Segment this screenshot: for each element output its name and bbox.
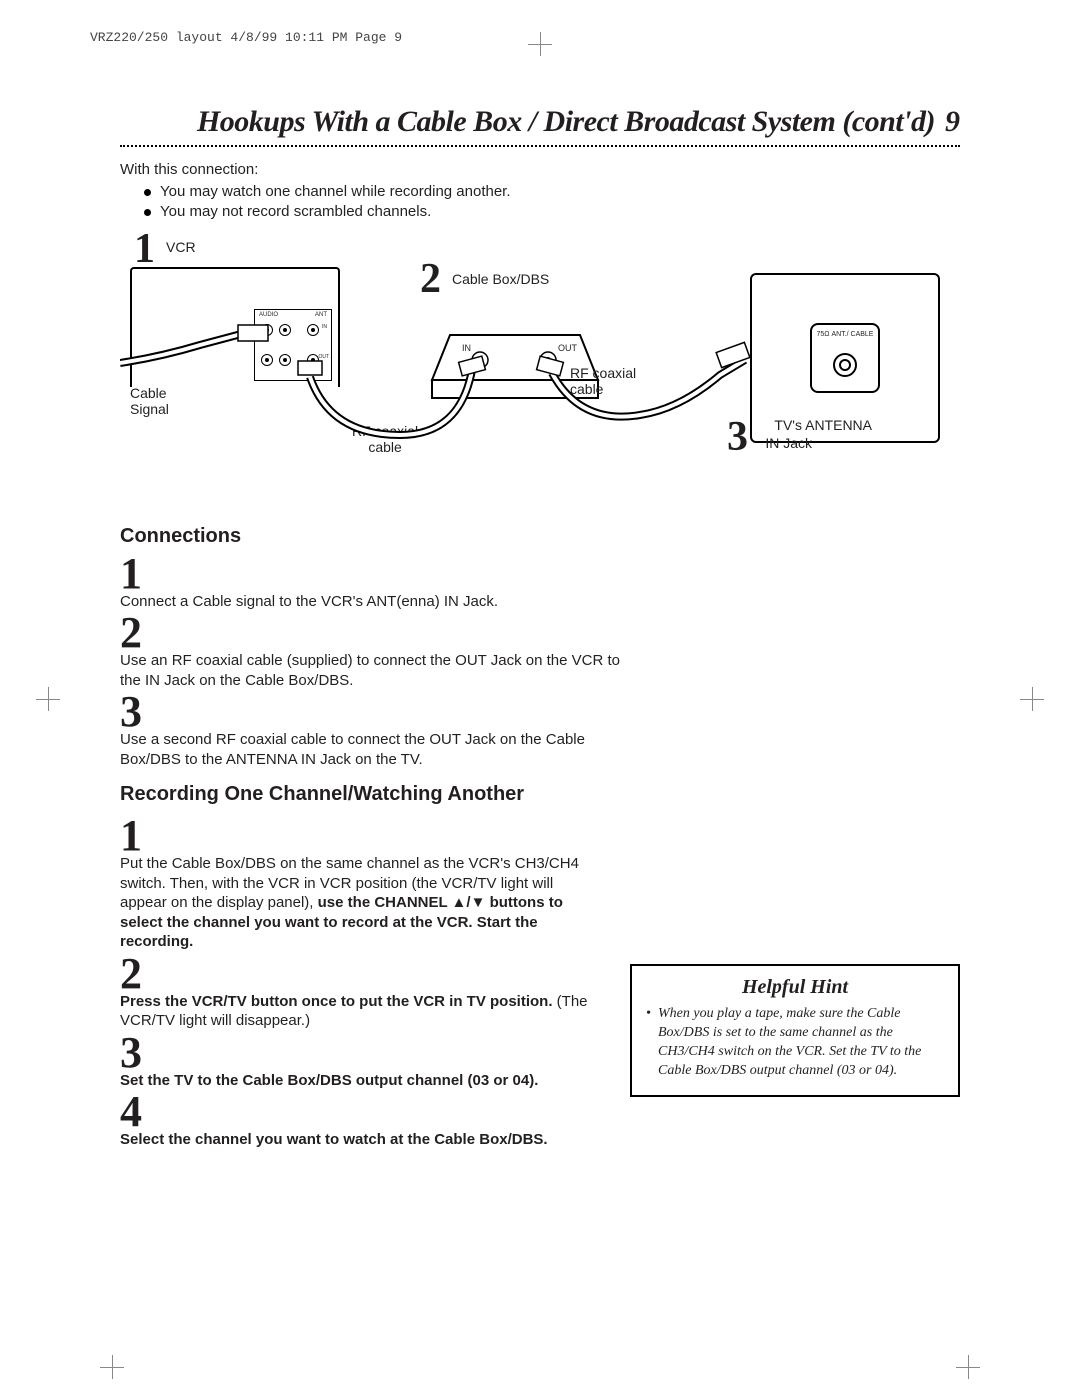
diagram-num-2: 2 <box>420 255 441 303</box>
rec-step-1: 1 Put the Cable Box/DBS on the same chan… <box>120 814 590 952</box>
diagram-num-1: 1 <box>134 225 155 273</box>
crop-mark-top <box>528 32 552 56</box>
hint-bullet: When you play a tape, make sure the Cabl… <box>646 1005 944 1081</box>
jack-icon <box>307 324 319 336</box>
intro-bullets: You may watch one channel while recordin… <box>144 182 960 223</box>
step-number: 3 <box>120 1031 590 1075</box>
conn-step-2: 2 Use an RF coaxial cable (supplied) to … <box>120 611 640 690</box>
diagram-label-tv-b: IN Jack <box>765 435 812 451</box>
out-label-panel: OUT <box>318 354 329 360</box>
diagram-label-cablebox: Cable Box/DBS <box>452 271 549 287</box>
hint-body: When you play a tape, make sure the Cabl… <box>646 1005 944 1081</box>
bullet-1: You may watch one channel while recordin… <box>144 182 960 202</box>
vcr-box: AUDIO ANT IN OUT <box>130 267 340 387</box>
step-text: Use a second RF coaxial cable to connect… <box>120 731 585 768</box>
conn-step-3: 3 Use a second RF coaxial cable to conne… <box>120 690 640 769</box>
rec-step-4: 4 Select the channel you want to watch a… <box>120 1090 590 1150</box>
page-title: Hookups With a Cable Box / Direct Broadc… <box>197 105 935 139</box>
rf-label-2: RF coaxial cable <box>570 365 636 397</box>
step-number: 2 <box>120 611 640 655</box>
diagram-label-vcr: VCR <box>166 239 196 255</box>
diagram-label-tv-a: TV's ANTENNA <box>774 417 872 433</box>
rf-label-1: RF coaxial cable <box>352 423 418 455</box>
jack-icon <box>261 324 273 336</box>
recording-steps: 1 Put the Cable Box/DBS on the same chan… <box>120 814 590 1150</box>
page-content: Hookups With a Cable Box / Direct Broadc… <box>80 105 1000 1150</box>
ant-label: ANT <box>315 312 327 318</box>
step-number: 1 <box>120 552 640 596</box>
title-row: Hookups With a Cable Box / Direct Broadc… <box>120 105 960 139</box>
crop-mark-br <box>956 1355 980 1379</box>
jack-icon <box>307 354 319 366</box>
crop-mark-right <box>1020 687 1044 711</box>
step-text: Use an RF coaxial cable (supplied) to co… <box>120 652 620 689</box>
diagram-num-3: 3 <box>727 413 748 461</box>
audio-label: AUDIO <box>259 312 278 318</box>
dotted-rule <box>120 145 960 151</box>
vcr-rear-panel: AUDIO ANT IN OUT <box>254 309 332 381</box>
crop-mark-left <box>36 687 60 711</box>
helpful-hint-box: Helpful Hint When you play a tape, make … <box>630 964 960 1097</box>
step-bold: Set the TV to the Cable Box/DBS output c… <box>120 1072 538 1089</box>
connections-steps: 1 Connect a Cable signal to the VCR's AN… <box>120 552 960 770</box>
step-number: 3 <box>120 690 640 734</box>
page-number: 9 <box>945 105 960 139</box>
connections-heading: Connections <box>120 525 960 548</box>
crop-mark-bl <box>100 1355 124 1379</box>
step-bold: Press the VCR/TV button once to put the … <box>120 993 553 1010</box>
step-bold: Select the channel you want to watch at … <box>120 1131 548 1148</box>
hint-title: Helpful Hint <box>646 976 944 999</box>
in-label-panel: IN <box>322 324 327 330</box>
step-number: 1 <box>120 814 590 858</box>
bullet-2: You may not record scrambled channels. <box>144 202 960 222</box>
step-text: Press the VCR/TV button once to put the … <box>120 993 588 1030</box>
step-number: 4 <box>120 1090 590 1134</box>
jack-icon <box>279 324 291 336</box>
lower-row: 1 Put the Cable Box/DBS on the same chan… <box>120 814 960 1150</box>
rec-step-3: 3 Set the TV to the Cable Box/DBS output… <box>120 1031 590 1091</box>
cable-signal-label: Cable Signal <box>130 385 169 417</box>
rec-step-2: 2 Press the VCR/TV button once to put th… <box>120 952 590 1031</box>
step-number: 2 <box>120 952 590 996</box>
jack-icon <box>261 354 273 366</box>
hookup-diagram: 1 VCR AUDIO ANT IN OUT 2 Cable Box/DBS <box>120 225 960 515</box>
step-text: Connect a Cable signal to the VCR's ANT(… <box>120 593 498 610</box>
recording-heading: Recording One Channel/Watching Another <box>120 783 960 806</box>
cablebox-in: IN <box>462 343 471 353</box>
cablebox-out: OUT <box>558 343 577 353</box>
jack-icon <box>279 354 291 366</box>
tv-plate-label: 75Ω ANT./ CABLE <box>812 331 878 338</box>
tv-jack-plate: 75Ω ANT./ CABLE <box>810 323 880 393</box>
conn-step-1: 1 Connect a Cable signal to the VCR's AN… <box>120 552 640 612</box>
intro-text: With this connection: <box>120 161 960 178</box>
coax-connector-icon <box>833 353 857 377</box>
step-text: Put the Cable Box/DBS on the same channe… <box>120 855 579 950</box>
